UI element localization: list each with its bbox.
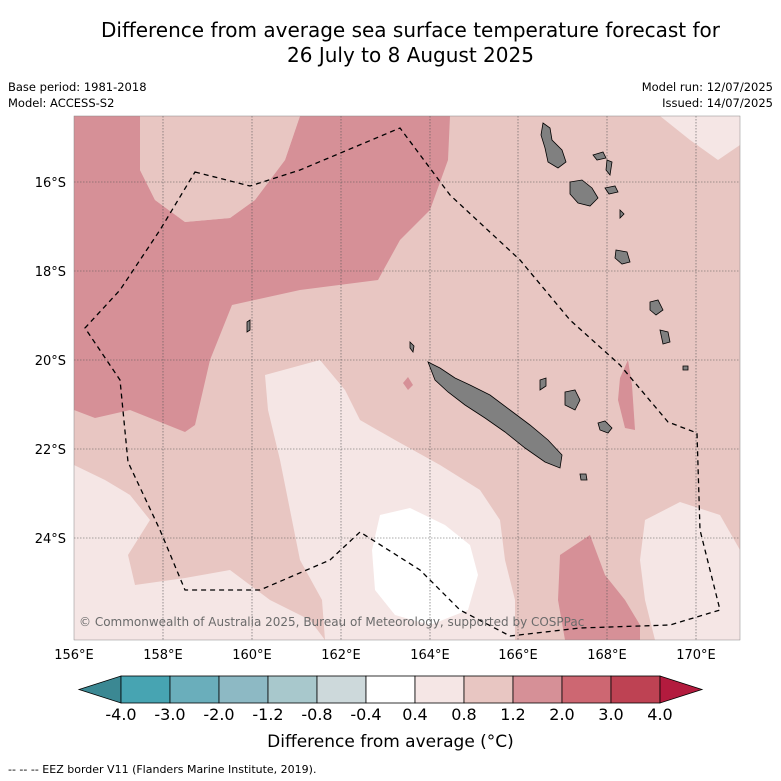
- colorbar-tick: 0.8: [451, 705, 476, 724]
- colorbar-tick: -1.2: [252, 705, 283, 724]
- x-tick-label: 160°E: [232, 648, 272, 663]
- colorbar-swatch: [561, 675, 612, 704]
- colorbar-tick: -0.8: [301, 705, 332, 724]
- field-small-patch: [403, 377, 413, 390]
- island-belep: [409, 341, 415, 353]
- colorbar-tick: 4.0: [647, 705, 672, 724]
- field-1.2-2.0-northwest: [74, 116, 450, 432]
- colorbar-swatch: [610, 675, 661, 704]
- colorbar-tick: -4.0: [105, 705, 136, 724]
- colorbar-label: Difference from average (°C): [267, 732, 514, 752]
- land-masses: [246, 122, 689, 481]
- island-ouvea: [539, 377, 547, 391]
- y-tick-label: 22°S: [35, 443, 66, 458]
- colorbar-swatch: [267, 675, 318, 704]
- issued-date: Issued: 14/07/2025: [662, 96, 773, 110]
- colorbar-swatch: [512, 675, 563, 704]
- island-efate: [614, 249, 631, 265]
- colorbar-tick: 2.0: [549, 705, 574, 724]
- island-tanna: [659, 329, 671, 345]
- island-lifou: [564, 389, 581, 411]
- model-name: Model: ACCESS-S2: [8, 96, 115, 110]
- colorbar-tick: 3.0: [598, 705, 623, 724]
- colorbar-extend-high: [659, 675, 704, 704]
- x-tick-label: 168°E: [587, 648, 627, 663]
- meta-right: Model run: 12/07/2025 Issued: 14/07/2025: [642, 79, 773, 111]
- colorbar-tick: 0.4: [402, 705, 427, 724]
- field-0.8-1.2-inlet: [74, 116, 300, 222]
- colorbar-extend-low: [77, 675, 122, 704]
- colorbar-tick: -2.0: [203, 705, 234, 724]
- island-espiritu-santo: [540, 122, 567, 169]
- eez-footnote: -- -- -- EEZ border V11 (Flanders Marine…: [8, 763, 317, 776]
- island-malekula: [569, 179, 599, 207]
- island-mare: [597, 420, 613, 434]
- map-frame: [73, 115, 741, 641]
- x-tick-label: 158°E: [143, 648, 183, 663]
- page-title: Difference from average sea surface temp…: [40, 18, 781, 68]
- y-tick-label: 18°S: [35, 265, 66, 280]
- x-tick-label: 164°E: [410, 648, 450, 663]
- y-tick-label: 24°S: [35, 532, 66, 547]
- island-chesterfield: [246, 319, 251, 333]
- x-tick-label: 166°E: [498, 648, 538, 663]
- island-isle-of-pines: [579, 473, 588, 481]
- island-erromango: [649, 299, 664, 316]
- colorbar-swatch: [365, 675, 416, 704]
- x-tick-label: 162°E: [321, 648, 361, 663]
- y-axis-labels: 16°S 18°S 20°S 22°S 24°S: [35, 176, 66, 547]
- colorbar-tick: -3.0: [154, 705, 185, 724]
- x-axis-labels: 156°E 158°E 160°E 162°E 164°E 166°E 168°…: [54, 648, 716, 663]
- model-run: Model run: 12/07/2025: [641, 80, 773, 94]
- anomaly-fields: © Commonwealth of Australia 2025, Bureau…: [74, 116, 740, 640]
- colorbar-swatch: [218, 675, 269, 704]
- graticule: [74, 116, 740, 640]
- title-line-1: Difference from average sea surface temp…: [100, 18, 720, 42]
- copyright-text: © Commonwealth of Australia 2025, Bureau…: [79, 615, 584, 629]
- title-line-2: 26 July to 8 August 2025: [287, 43, 534, 67]
- eez-border: [84, 127, 721, 637]
- base-period: Base period: 1981-2018: [8, 80, 147, 94]
- field-0.4-0.8-southwest: [74, 465, 325, 640]
- y-tick-label: 16°S: [35, 176, 66, 191]
- x-tick-label: 156°E: [54, 648, 94, 663]
- meta-left: Base period: 1981-2018 Model: ACCESS-S2: [8, 79, 147, 111]
- y-tick-label: 20°S: [35, 354, 66, 369]
- colorbar-swatch: [120, 675, 171, 704]
- field-neutral: [372, 508, 478, 625]
- field-1.2-2.0-south: [558, 535, 640, 640]
- colorbar-swatch: [463, 675, 514, 704]
- island-small-2: [605, 159, 613, 176]
- colorbar-tick: 1.2: [500, 705, 525, 724]
- field-0.4-0.8-southeast: [640, 502, 740, 640]
- island-aneityum: [682, 365, 689, 371]
- colorbar-tick-labels: -4.0 -3.0 -2.0 -1.2 -0.8 -0.4 0.4 0.8 1.…: [105, 705, 672, 724]
- new-caledonia: [427, 361, 563, 469]
- island-small-1: [592, 151, 607, 161]
- colorbar-swatch: [414, 675, 465, 704]
- colorbar-swatches: [77, 675, 704, 704]
- field-0.4-0.8-northeast: [660, 116, 740, 160]
- colorbar-swatch: [316, 675, 367, 704]
- colorbar-swatch: [169, 675, 220, 704]
- island-small-3: [604, 185, 619, 195]
- x-tick-label: 170°E: [676, 648, 716, 663]
- colorbar-tick: -0.4: [350, 705, 381, 724]
- island-small-4: [619, 209, 625, 219]
